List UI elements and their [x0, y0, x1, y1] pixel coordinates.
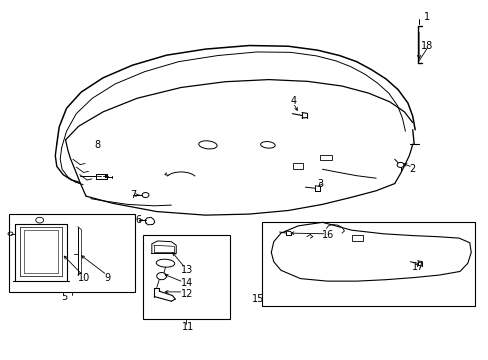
- Bar: [9, 214, 135, 292]
- Text: 14: 14: [181, 278, 193, 288]
- Bar: [143, 235, 229, 319]
- Bar: [351, 234, 362, 241]
- Text: 10: 10: [78, 273, 90, 283]
- Text: 8: 8: [94, 140, 100, 150]
- Text: 6: 6: [135, 215, 142, 225]
- Text: 17: 17: [411, 262, 424, 272]
- Text: 7: 7: [130, 190, 136, 200]
- Text: 1: 1: [424, 12, 429, 22]
- Text: 2: 2: [409, 164, 415, 174]
- Text: 4: 4: [289, 96, 296, 106]
- Text: 11: 11: [182, 322, 194, 332]
- Bar: [320, 155, 331, 160]
- Text: 3: 3: [316, 179, 323, 189]
- Text: 15: 15: [251, 294, 264, 304]
- Text: 5: 5: [61, 292, 67, 302]
- Bar: [293, 163, 303, 169]
- Text: 16: 16: [322, 230, 334, 239]
- Text: 12: 12: [181, 289, 193, 299]
- Bar: [261, 222, 474, 306]
- Text: 13: 13: [181, 265, 193, 275]
- Text: 18: 18: [420, 41, 432, 50]
- Text: 9: 9: [104, 273, 110, 283]
